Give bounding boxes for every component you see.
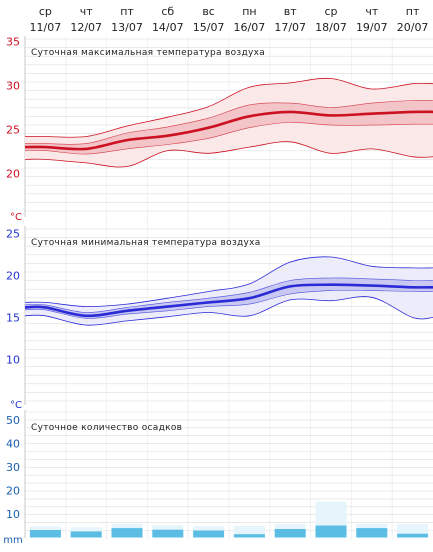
day-weekday-label: ср [324,5,337,18]
tmin-lower-line [24,296,433,326]
tmin-tick-label: 10 [6,354,20,367]
tmin-inner-band [25,277,433,319]
tmin-p25-line [24,290,433,319]
tmax-median-line [24,110,433,151]
day-date-label: 16/07 [234,21,266,34]
day-date-label: 19/07 [356,21,388,34]
tmax-lower-line [24,141,433,168]
day-date-label: 11/07 [30,21,62,34]
day-weekday-label: пт [406,5,420,18]
precip-tick-label: 50 [6,414,20,427]
precip-bar [111,528,143,538]
day-weekday-label: вт [284,5,297,18]
tmin-median-line [24,283,433,318]
day-weekday-label: сб [161,5,174,18]
precip-bar [70,531,102,538]
day-weekday-label: чт [365,5,378,18]
day-weekday-label: ср [39,5,52,18]
day-date-label: 14/07 [152,21,184,34]
tmax-p25-line [24,122,433,155]
precip-range-bar [233,526,265,538]
precip-bar [315,525,347,538]
tmax-p75-line [25,99,433,145]
precip-bar [274,529,306,538]
tmax-panel: 20 25 30 35 °C Суточная максимальная температ… [6,36,433,223]
precip-unit-label: mm [3,535,22,546]
tmin-tick-label: 15 [6,312,20,325]
day-date-label: 17/07 [274,21,306,34]
tmin-panel: 10 15 20 25 °C Суточная минимальная температу… [6,226,433,411]
precip-bar [397,533,429,538]
tmin-upper-line [24,256,433,308]
precip-bar [233,534,265,538]
day-date-label: 13/07 [111,21,143,34]
precip-bar [152,529,184,538]
precip-title: Суточное количество осадков [31,423,182,433]
tmax-title: Суточная максимальная температура воздух… [31,48,265,58]
tmin-p75-line [24,277,433,313]
day-date-label: 18/07 [315,21,347,34]
day-weekday-label: чт [80,5,93,18]
tmin-tick-label: 25 [6,228,20,241]
precip-tick-label: 30 [6,461,20,474]
day-weekday-label: вс [202,5,215,18]
tmax-tick-label: 30 [6,80,20,93]
day-date-label: 20/07 [397,21,429,34]
tmin-title: Суточная минимальная температура воздуха [31,238,261,248]
precip-bar [356,528,388,538]
day-weekday-label: пт [120,5,134,18]
tmax-tick-label: 25 [6,124,20,137]
day-date-label: 15/07 [193,21,225,34]
precip-tick-label: 40 [6,438,20,451]
tmin-unit-label: °C [10,400,22,411]
day-date-label: 12/07 [70,21,102,34]
precip-tick-label: 10 [6,508,20,521]
tmax-tick-label: 20 [6,168,20,181]
day-header: ср 11/07 чт 12/07 пт 13/07 сб 14/07 вс 15/07 пн 16/… [30,5,429,34]
tmax-upper-line [25,77,433,138]
precip-bar [193,530,225,538]
tmax-unit-label: °C [10,212,22,223]
tmax-tick-label: 35 [6,36,20,49]
tmin-tick-label: 20 [6,270,20,283]
precip-panel: 10 20 30 40 50 mm Суточное количество осадков [3,410,433,546]
day-weekday-label: пн [242,5,256,18]
precip-bar [29,530,61,538]
precip-tick-label: 20 [6,485,20,498]
